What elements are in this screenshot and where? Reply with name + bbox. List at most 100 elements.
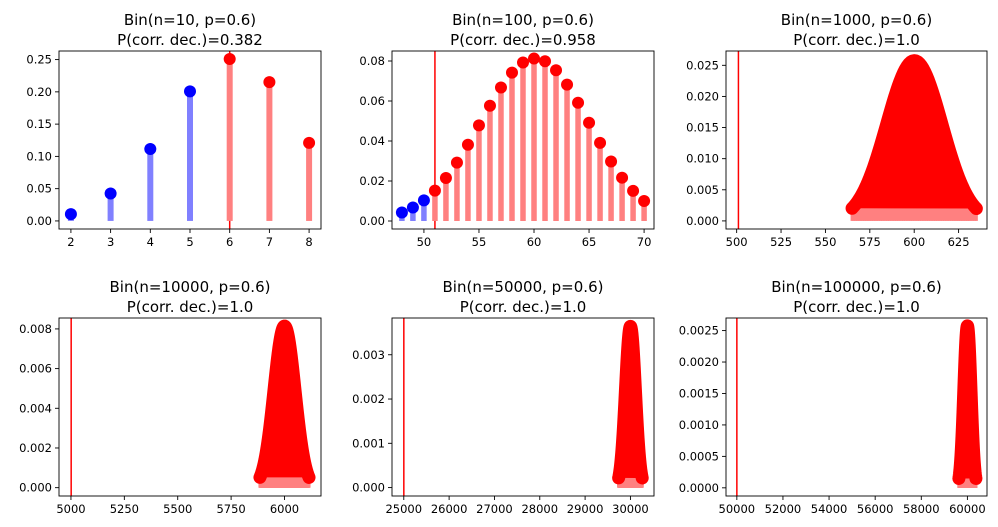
subplot-n1000: Bin(n=1000, p=0.6) P(corr. dec.)=1.0 500 52… [686,11,988,249]
y-tick-label: 0.003 [352,348,385,362]
y-tick-label: 0.008 [19,322,52,336]
y-tick-label: 0.020 [686,89,719,103]
plot-area [403,318,649,496]
axes-frame [725,50,988,230]
plot-area [64,51,316,229]
y-tick-label: 0.002 [352,392,385,406]
chart-subtitle: P(corr. dec.)=1.0 [793,298,920,316]
x-tick-label: 6000 [270,502,299,516]
chart-title: Bin(n=1000, p=0.6) [781,11,932,29]
pmf-point [627,184,640,197]
pmf-stem [564,84,570,222]
pmf-stem [454,162,460,221]
pmf-point [144,142,157,155]
plot-area [395,51,651,229]
x-tick-label: 28000 [521,502,558,516]
x-tick-label: 60 [527,235,542,249]
pmf-point [428,184,441,197]
pmf-stem [306,142,313,221]
pmf-point [263,76,276,89]
pmf-markers [845,54,983,216]
x-tick-label: 5750 [216,502,245,516]
chart-title: Bin(n=10, p=0.6) [124,11,256,29]
subplot-n100000: Bin(n=100000, p=0.6) P(corr. dec.)=1.0 500… [679,278,988,516]
x-tick-label: 6 [226,235,233,249]
x-tick-label: 5500 [163,502,192,516]
pmf-point [605,155,618,168]
pmf-stem [619,177,625,221]
x-tick-label: 70 [637,235,652,249]
pmf-stem [410,207,416,221]
pmf-point [223,53,236,66]
x-tick-label: 52000 [765,502,802,516]
plot-area [737,51,983,229]
pmf-stem [498,87,504,221]
pmf-point [406,201,419,214]
x-tick-label: 525 [770,235,792,249]
y-tick-label: 0.20 [26,85,52,99]
chart-subtitle: P(corr. dec.)=1.0 [127,298,254,316]
x-tick-label: 5000 [56,502,85,516]
pmf-stem [597,142,603,221]
pmf-stem [107,193,114,221]
pmf-stem [509,72,515,222]
pmf-stem [443,178,449,221]
pmf-stem [476,125,482,221]
pmf-point [64,208,77,221]
pmf-point [594,136,607,149]
y-tick-label: 0.08 [359,54,385,68]
y-tick-label: 0.002 [19,441,52,455]
pmf-stem [553,70,559,222]
chart-title: Bin(n=50000, p=0.6) [443,278,604,296]
x-tick-label: 600 [903,235,925,249]
pmf-point [439,172,452,185]
y-tick-label: 0.006 [19,362,52,376]
pmf-point [550,64,563,77]
pmf-point [450,156,463,169]
pmf-stem [421,200,427,221]
pmf-stem [575,102,581,221]
pmf-markers [952,319,983,485]
subplot-n10: Bin(n=10, p=0.6) P(corr. dec.)=0.382 2 3 4 5 6… [26,11,322,249]
y-tick-label: 0.0020 [679,355,719,369]
y-tick-label: 0.025 [686,58,719,72]
y-tick-label: 0.0015 [679,386,719,400]
axes-frame [391,317,655,497]
y-tick-label: 0.0025 [679,324,719,338]
pmf-stem [542,61,548,221]
x-tick-label: 3 [107,235,114,249]
x-tick-label: 25000 [385,502,422,516]
pmf-stem [187,91,193,221]
pmf-point [483,99,496,112]
pmf-stem [487,105,493,221]
pmf-stem [226,59,233,221]
x-tick-label: 58000 [903,502,940,516]
pmf-stem [608,161,614,221]
y-tick-label: 0.00 [26,214,52,228]
pmf-stem [266,82,273,221]
x-tick-label: 5250 [110,502,139,516]
y-tick-label: 0.000 [352,481,385,495]
chart-subtitle: P(corr. dec.)=0.958 [450,31,596,49]
chart-title: Bin(n=10000, p=0.6) [110,278,271,296]
x-tick-label: 56000 [857,502,894,516]
y-tick-label: 0.000 [686,214,719,228]
x-tick-label: 500 [726,235,748,249]
x-tick-label: 26000 [431,502,468,516]
x-tick-label: 8 [305,235,312,249]
pmf-point [528,52,541,65]
chart-title: Bin(n=100000, p=0.6) [771,278,942,296]
y-tick-label: 0.06 [359,94,385,108]
chart-subtitle: P(corr. dec.)=1.0 [460,298,587,316]
y-tick-label: 0.00 [359,214,385,228]
y-tick-label: 0.000 [19,481,52,495]
pmf-stem [630,190,636,221]
y-tick-label: 0.005 [686,183,719,197]
pmf-point [505,66,518,79]
subplot-n10000: Bin(n=10000, p=0.6) P(corr. dec.)=1.0 5000… [19,278,322,516]
x-tick-label: 550 [814,235,836,249]
pmf-point [104,187,117,200]
pmf-stem [520,62,526,221]
x-tick-label: 60000 [949,502,986,516]
